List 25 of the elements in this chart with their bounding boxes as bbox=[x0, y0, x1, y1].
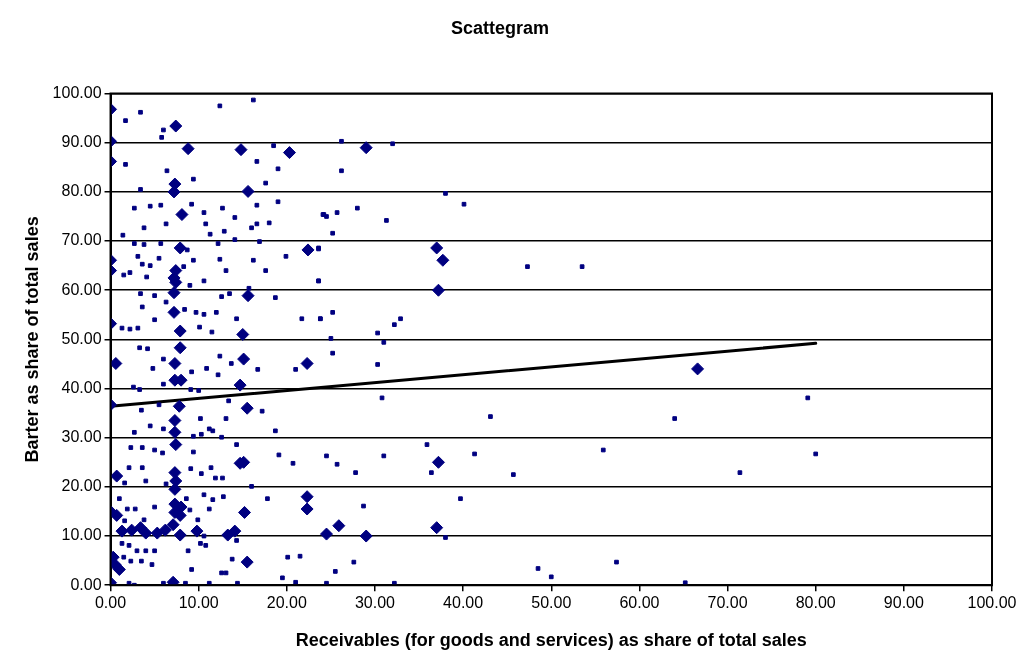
x-tick-label: 40.00 bbox=[443, 594, 484, 612]
x-tick-label: 80.00 bbox=[795, 594, 836, 612]
y-tick-label: 50.00 bbox=[61, 329, 102, 347]
x-tick-label: 20.00 bbox=[266, 594, 307, 612]
y-tick-label: 90.00 bbox=[61, 133, 102, 151]
y-axis-title: Barter as share of total sales bbox=[21, 216, 42, 463]
x-axis-title: Receivables (for goods and services) as share of total sales bbox=[295, 630, 807, 651]
y-tick-label: 10.00 bbox=[61, 526, 102, 544]
y-tick-label: 30.00 bbox=[61, 428, 102, 446]
x-tick-label: 50.00 bbox=[531, 594, 572, 612]
y-tick-label: 100.00 bbox=[52, 84, 102, 102]
y-tick-label: 60.00 bbox=[61, 280, 102, 298]
y-tick-label: 80.00 bbox=[61, 182, 102, 200]
x-tick-label: 90.00 bbox=[883, 594, 924, 612]
x-tick-label: 100.00 bbox=[967, 594, 1017, 612]
y-tick-label: 0.00 bbox=[70, 575, 102, 593]
chart-title: Scattegram bbox=[450, 17, 550, 38]
x-tick-label: 0.00 bbox=[94, 594, 127, 612]
x-tick-label: 10.00 bbox=[178, 594, 219, 612]
y-tick-label: 70.00 bbox=[61, 231, 102, 249]
y-tick-label: 40.00 bbox=[61, 378, 102, 396]
x-tick-label: 60.00 bbox=[619, 594, 660, 612]
y-tick-label: 20.00 bbox=[61, 477, 102, 495]
x-tick-label: 30.00 bbox=[354, 594, 396, 612]
x-tick-label: 70.00 bbox=[707, 594, 748, 612]
